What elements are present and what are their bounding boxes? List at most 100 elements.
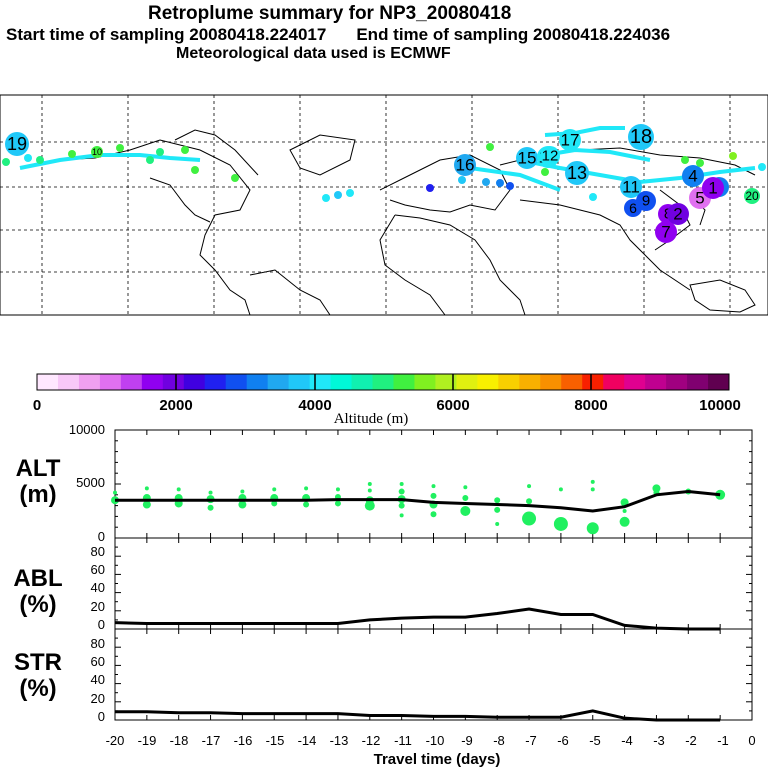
- map-marker: 11: [620, 176, 642, 198]
- map-marker: 13: [565, 161, 589, 185]
- abl-ytick: 60: [91, 562, 105, 577]
- map-plume-dot: [2, 158, 10, 166]
- colorbar-tick: 0: [33, 397, 41, 414]
- chart-title: Retroplume summary for NP3_20080418: [148, 3, 512, 24]
- x-tick-label: -19: [138, 733, 157, 748]
- colorbar-cell: [687, 374, 709, 390]
- colorbar-tick: 4000: [298, 397, 331, 414]
- alt-cluster-point: [526, 498, 533, 505]
- x-tick-label: -12: [362, 733, 381, 748]
- x-tick-label: -1: [717, 733, 729, 748]
- x-tick-label: -10: [426, 733, 445, 748]
- x-tick-labels: -20 -19 -18 -17 -16 -15 -14 -13 -12 -11 …: [106, 733, 756, 748]
- end-time: End time of sampling 20080418.224036: [356, 25, 671, 44]
- colorbar-cell: [204, 374, 227, 390]
- alt-plot-frame: [114, 429, 753, 539]
- alt-cluster-point: [208, 490, 213, 495]
- str-ytick: 80: [91, 636, 105, 651]
- x-tick-label: -18: [170, 733, 189, 748]
- map-marker-label: 7: [661, 223, 670, 242]
- map-plume-dot: [24, 154, 32, 162]
- alt-cluster-point: [334, 500, 341, 507]
- alt-cluster-point: [522, 511, 537, 526]
- str-ytick: 20: [91, 691, 105, 706]
- map-marker: 17: [559, 129, 581, 151]
- map-marker-label: 15: [518, 149, 537, 168]
- colorbar-tick: 8000: [574, 397, 607, 414]
- world-map: 1918171615141312111098765432120: [0, 94, 768, 316]
- colorbar-cell: [288, 374, 311, 390]
- map-marker-label: 16: [456, 156, 475, 175]
- alt-cluster-point: [142, 500, 151, 509]
- colorbar-cell: [624, 374, 646, 390]
- map-plume-dot: [346, 189, 354, 197]
- colorbar-cell: [99, 374, 122, 390]
- colorbar-tick: 2000: [159, 397, 192, 414]
- abl-ytick: 0: [98, 617, 105, 632]
- str-panel: [114, 628, 753, 722]
- x-tick-label: -15: [266, 733, 285, 748]
- map-marker-label: 2: [673, 205, 682, 224]
- map-marker-label: 5: [695, 189, 704, 208]
- map-plume-dot: [334, 191, 342, 199]
- alt-cluster-point: [494, 497, 501, 504]
- alt-cluster-point: [553, 516, 568, 531]
- map-marker-label: 19: [7, 134, 27, 154]
- map-marker-label: 1: [708, 179, 717, 198]
- map-marker-label: 13: [567, 163, 587, 183]
- x-tick-label: -7: [525, 733, 537, 748]
- x-tick-label: -4: [621, 733, 633, 748]
- str-panel-unit: (%): [19, 675, 56, 702]
- colorbar-cell: [582, 374, 604, 390]
- altitude-colorbar: 0 2000 4000 6000 8000 10000 Altitude (m): [33, 373, 741, 427]
- map-plume-dot: [496, 179, 504, 187]
- map-marker-label: 10: [92, 147, 102, 157]
- x-tick-label: -20: [106, 733, 125, 748]
- map-marker-label: 17: [561, 131, 580, 150]
- colorbar-cell: [120, 374, 143, 390]
- map-markers: 1918171615141312111098765432120: [2, 124, 766, 243]
- colorbar-cell: [603, 374, 625, 390]
- alt-cluster-point: [271, 500, 278, 507]
- str-plot-frame: [114, 628, 753, 721]
- colorbar-cell: [37, 374, 59, 390]
- colorbar-cell: [540, 374, 562, 390]
- start-time: Start time of sampling 20080418.224017: [6, 25, 327, 44]
- colorbar-cell: [561, 374, 583, 390]
- abl-panel-label: ABL: [13, 565, 62, 592]
- colorbar-cell: [309, 374, 332, 390]
- x-tick-label: 0: [748, 733, 755, 748]
- alt-cluster-point: [272, 487, 277, 492]
- str-ytick: 60: [91, 654, 105, 669]
- colorbar-cell: [498, 374, 520, 390]
- alt-cluster-point: [113, 490, 117, 495]
- map-plume-dot: [426, 184, 434, 192]
- alt-cluster-point: [176, 487, 181, 492]
- map-marker-label: 18: [630, 126, 652, 148]
- alt-cluster-point: [495, 521, 500, 526]
- map-plume-dot: [681, 156, 689, 164]
- x-tick-label: -17: [202, 733, 221, 748]
- abl-plot-frame: [114, 537, 753, 630]
- met-data-line: Meteorological data used is ECMWF: [176, 45, 451, 62]
- x-tick-label: -2: [685, 733, 697, 748]
- colorbar-cell: [78, 374, 101, 390]
- map-plume-dot: [36, 156, 44, 164]
- map-plume-dot: [191, 166, 199, 174]
- colorbar-tick: 10000: [699, 397, 741, 414]
- alt-cluster-point: [335, 487, 340, 492]
- map-marker-label: 9: [642, 193, 650, 210]
- map-plume-dot: [231, 174, 239, 182]
- alt-cluster-point: [399, 482, 404, 486]
- alt-cluster-point: [460, 506, 471, 516]
- x-tick-label: -5: [589, 733, 601, 748]
- colorbar-cell: [477, 374, 499, 390]
- map-marker-label: 20: [745, 189, 759, 203]
- alt-cluster-point: [240, 489, 245, 494]
- x-tick-label: -16: [234, 733, 253, 748]
- colorbar-cell: [141, 374, 164, 390]
- sampling-times: Start time of sampling 20080418.224017 En…: [6, 25, 768, 45]
- colorbar-cell: [225, 374, 248, 390]
- alt-cluster-point: [586, 522, 599, 535]
- colorbar-tick: 6000: [436, 397, 469, 414]
